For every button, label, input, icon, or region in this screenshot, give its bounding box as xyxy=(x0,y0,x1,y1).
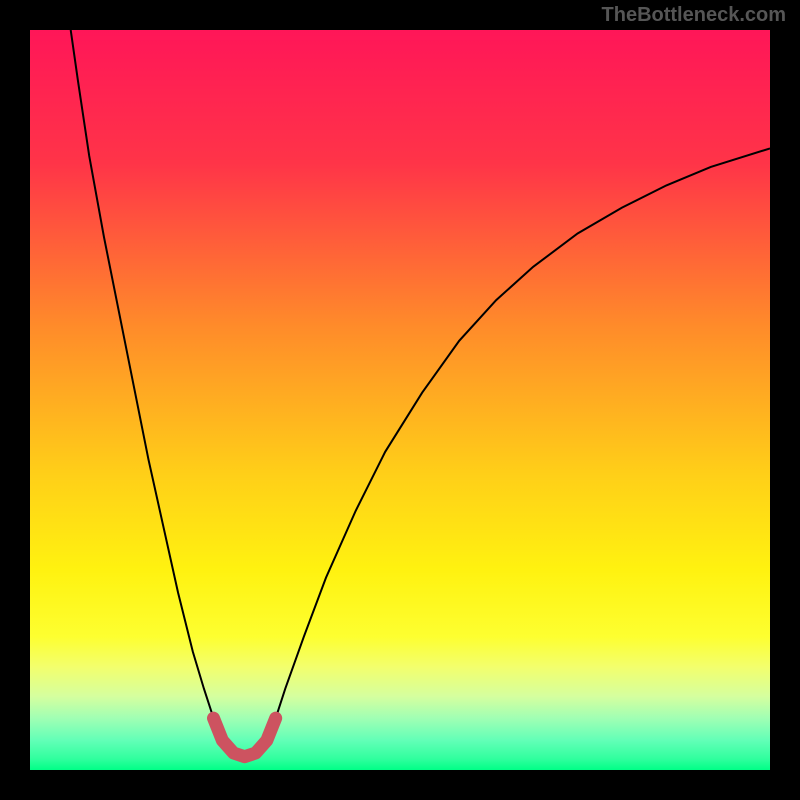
curve-layer xyxy=(30,30,770,770)
watermark-text: TheBottleneck.com xyxy=(602,4,786,27)
bottleneck-curve xyxy=(71,30,770,757)
optimal-zone-highlight xyxy=(214,718,276,756)
plot-area xyxy=(30,30,770,770)
